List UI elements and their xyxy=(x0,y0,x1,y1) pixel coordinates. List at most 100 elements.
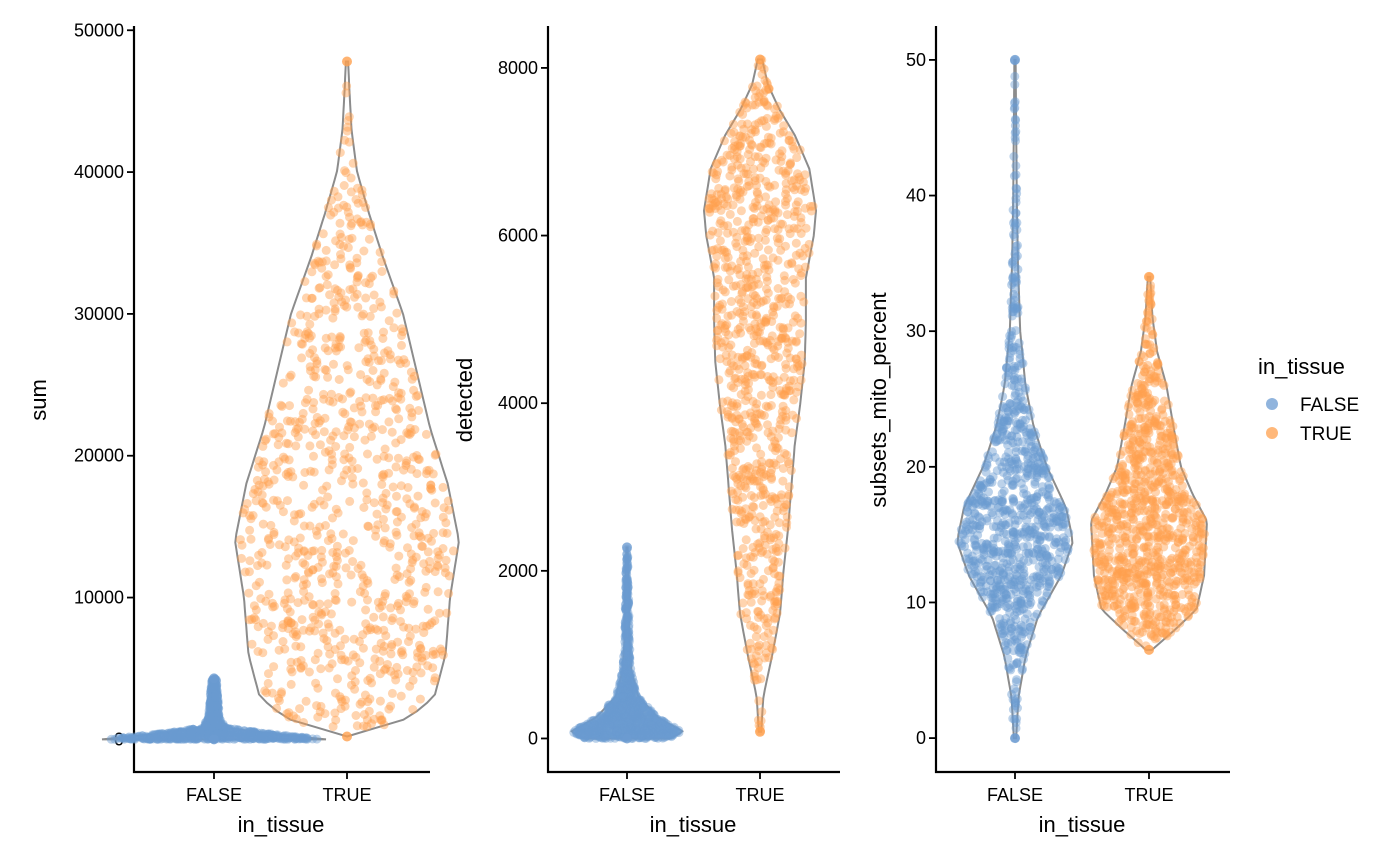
data-point xyxy=(199,730,209,739)
data-point xyxy=(778,476,788,486)
data-point xyxy=(204,714,213,724)
data-point xyxy=(409,596,419,606)
data-point xyxy=(144,733,154,743)
data-point xyxy=(295,704,305,714)
data-point xyxy=(321,365,331,375)
data-point xyxy=(1054,564,1064,574)
data-point xyxy=(413,391,423,400)
data-point xyxy=(264,733,274,743)
data-point xyxy=(365,694,375,704)
data-point xyxy=(300,734,310,744)
data-point xyxy=(165,734,175,744)
data-point xyxy=(118,733,128,743)
data-point xyxy=(781,189,791,199)
y-tick-label: 8000 xyxy=(498,58,538,78)
data-point xyxy=(177,728,187,738)
data-point xyxy=(1032,571,1042,581)
y-axis-title: subsets_mito_percent xyxy=(866,292,891,507)
data-point xyxy=(226,724,236,734)
data-point xyxy=(782,512,792,522)
data-point xyxy=(750,93,760,102)
data-point xyxy=(421,582,431,592)
data-point xyxy=(224,724,234,734)
data-point xyxy=(321,245,331,255)
data-point xyxy=(226,729,236,739)
data-point xyxy=(334,375,344,384)
data-point xyxy=(202,727,212,737)
data-point xyxy=(426,480,436,490)
data-point xyxy=(418,542,427,551)
data-point xyxy=(213,713,223,723)
data-point xyxy=(176,733,186,743)
data-point xyxy=(285,733,295,743)
data-point xyxy=(206,699,216,709)
data-point xyxy=(237,733,247,743)
data-point xyxy=(212,722,222,732)
data-point xyxy=(205,714,214,724)
data-point xyxy=(203,723,213,733)
data-point xyxy=(286,679,296,689)
data-point xyxy=(1018,622,1028,632)
data-point xyxy=(282,575,292,585)
data-point xyxy=(371,531,381,541)
y-tick-label: 40000 xyxy=(74,162,124,182)
data-point xyxy=(203,714,213,724)
data-point xyxy=(763,402,773,412)
data-point xyxy=(200,720,210,730)
data-point xyxy=(203,714,213,724)
data-point xyxy=(253,732,263,742)
data-point xyxy=(749,476,759,486)
data-point xyxy=(239,734,249,744)
data-point xyxy=(796,375,806,385)
data-point xyxy=(738,598,748,608)
data-point xyxy=(206,688,216,698)
data-point xyxy=(209,723,219,733)
data-point xyxy=(219,724,228,734)
data-point xyxy=(1020,649,1030,659)
data-point xyxy=(298,408,308,418)
data-point xyxy=(245,727,255,737)
data-point xyxy=(191,734,201,744)
data-point xyxy=(123,734,133,743)
data-point xyxy=(377,425,387,435)
data-point xyxy=(1006,579,1016,589)
data-point xyxy=(380,444,390,454)
data-point xyxy=(777,333,787,343)
data-point xyxy=(139,734,149,744)
data-point xyxy=(774,578,784,588)
data-point xyxy=(159,731,169,741)
data-point xyxy=(237,732,247,742)
data-point xyxy=(740,225,750,235)
data-point xyxy=(210,693,220,703)
data-point xyxy=(270,732,280,742)
data-point xyxy=(756,490,766,500)
data-point xyxy=(322,280,332,290)
data-point xyxy=(396,512,406,522)
data-point xyxy=(254,731,264,741)
extreme-point xyxy=(209,673,219,684)
data-point xyxy=(154,730,164,740)
data-point xyxy=(771,543,781,553)
data-point xyxy=(772,101,782,111)
data-point xyxy=(290,510,299,520)
data-point xyxy=(394,551,404,561)
data-point xyxy=(251,732,260,742)
data-point xyxy=(214,712,224,722)
data-point xyxy=(428,650,438,660)
data-point xyxy=(352,258,362,268)
data-point xyxy=(324,622,334,632)
data-point xyxy=(190,733,200,742)
data-point xyxy=(237,553,246,563)
data-point xyxy=(737,288,747,298)
data-point xyxy=(329,359,338,369)
data-point xyxy=(1011,194,1021,204)
data-point xyxy=(655,724,665,734)
data-point xyxy=(206,686,216,696)
data-point xyxy=(202,729,212,739)
data-point xyxy=(431,449,441,459)
data-point xyxy=(969,535,979,545)
data-point xyxy=(183,729,193,739)
data-point xyxy=(201,719,211,729)
data-point xyxy=(726,486,736,496)
data-point xyxy=(250,728,260,738)
